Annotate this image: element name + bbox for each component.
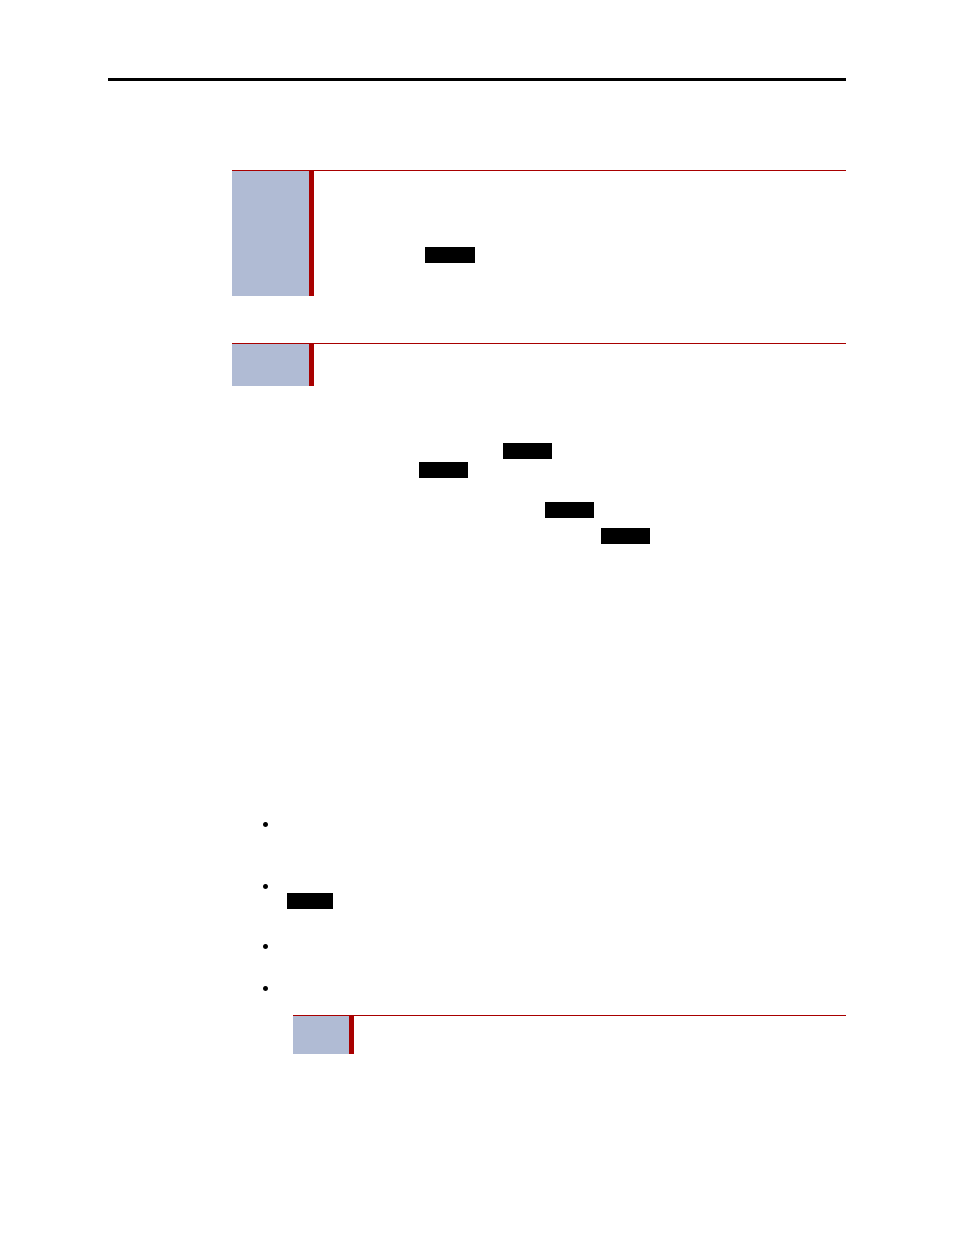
bullet-dot [263,944,268,949]
header-rule [108,78,846,81]
callout-1-slate [232,171,309,296]
bullet-dot [263,884,268,889]
callout-1-top-border [232,170,846,171]
redaction-bar [545,502,594,518]
redaction-bar [419,462,468,478]
callout-2-accent [309,344,314,386]
redaction-bar [503,443,552,459]
callout-3-accent [349,1016,354,1054]
document-page [0,0,954,1235]
redaction-bar [287,893,333,909]
bullet-dot [263,822,268,827]
callout-2-slate [232,344,309,386]
redaction-bar [601,528,650,544]
callout-1-accent [309,171,314,296]
callout-3-top-border [293,1015,846,1016]
bullet-dot [263,986,268,991]
callout-2-top-border [232,343,846,344]
callout-3-slate [293,1016,349,1054]
redaction-bar [425,247,475,263]
